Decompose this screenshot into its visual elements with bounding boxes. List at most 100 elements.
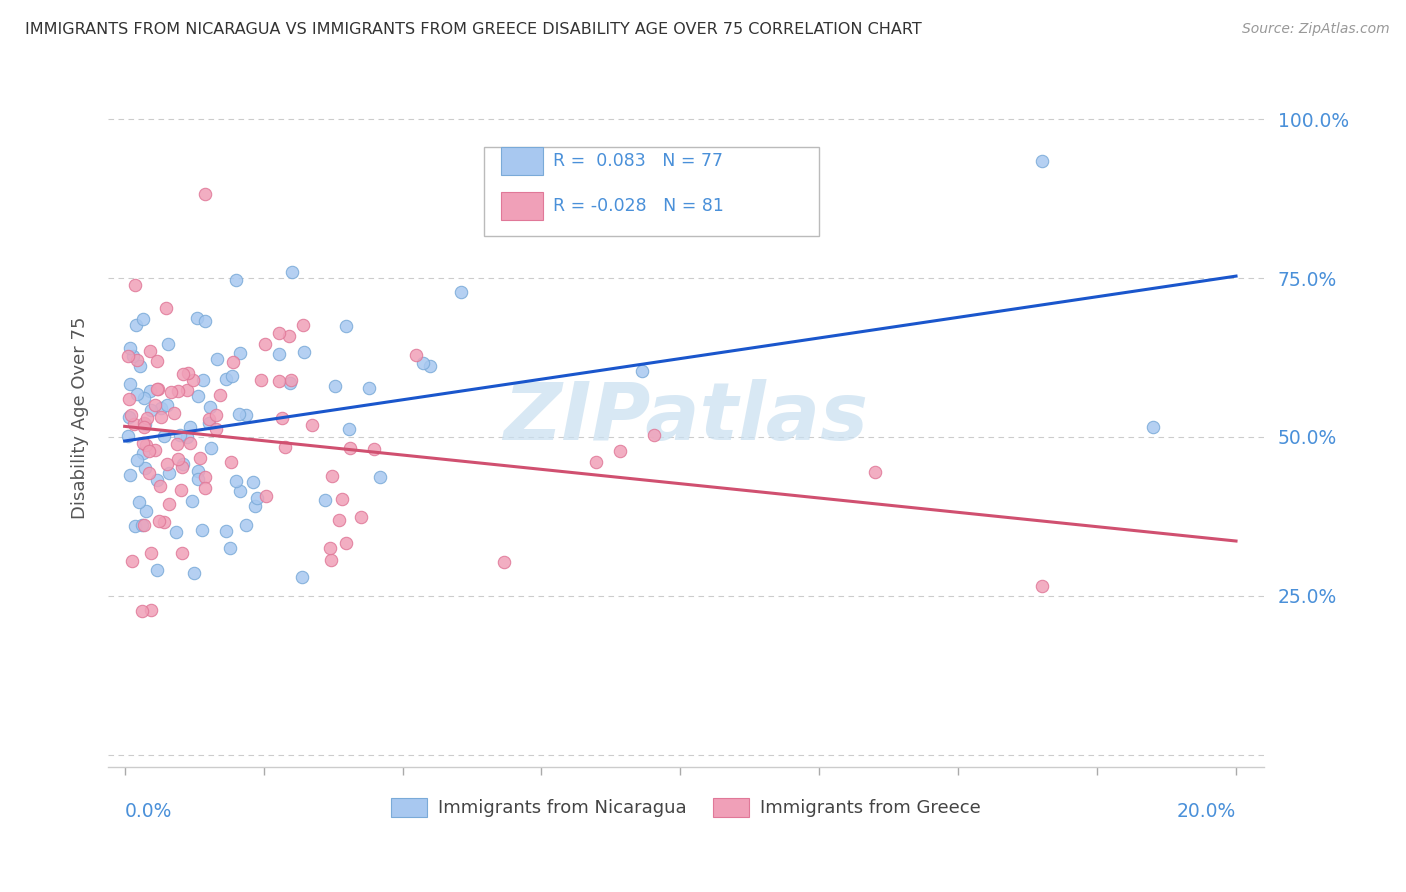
Point	[120, 409, 142, 423]
Text: ZIPatlas: ZIPatlas	[503, 379, 869, 457]
Point	[181, 373, 204, 387]
Point	[146, 473, 169, 487]
Point	[242, 475, 264, 489]
Point	[138, 466, 160, 480]
Point	[198, 412, 221, 426]
Point	[186, 311, 208, 326]
Point	[176, 384, 198, 398]
Point	[135, 438, 157, 452]
Point	[339, 441, 361, 455]
Point	[134, 420, 156, 434]
Point	[235, 517, 257, 532]
Point	[117, 428, 139, 442]
Point	[150, 401, 173, 415]
Point	[134, 417, 156, 431]
Point	[124, 519, 146, 533]
Text: IMMIGRANTS FROM NICARAGUA VS IMMIGRANTS FROM GREECE DISABILITY AGE OVER 75 CORRE: IMMIGRANTS FROM NICARAGUA VS IMMIGRANTS …	[25, 22, 922, 37]
Point	[450, 285, 472, 299]
Point	[267, 374, 290, 388]
Point	[180, 493, 202, 508]
Point	[125, 353, 148, 368]
Point	[187, 388, 209, 402]
Point	[1031, 153, 1053, 168]
Point	[146, 563, 169, 577]
Text: Source: ZipAtlas.com: Source: ZipAtlas.com	[1241, 22, 1389, 37]
Point	[235, 408, 257, 422]
Point	[177, 366, 200, 380]
Point	[155, 301, 177, 316]
Legend: Immigrants from Nicaragua, Immigrants from Greece: Immigrants from Nicaragua, Immigrants fr…	[384, 791, 988, 824]
Point	[225, 474, 247, 488]
Point	[281, 265, 304, 279]
Point	[124, 318, 146, 333]
Point	[273, 441, 295, 455]
Point	[124, 278, 146, 293]
Point	[122, 417, 145, 431]
Point	[132, 518, 155, 533]
Point	[492, 555, 515, 569]
Point	[143, 399, 166, 413]
Point	[162, 406, 184, 420]
Point	[127, 387, 149, 401]
Point	[205, 422, 228, 436]
Point	[229, 346, 252, 360]
Point	[136, 410, 159, 425]
Point	[160, 384, 183, 399]
Point	[228, 407, 250, 421]
Point	[188, 450, 211, 465]
Point	[134, 416, 156, 430]
Point	[194, 470, 217, 484]
Point	[157, 498, 180, 512]
Point	[280, 373, 302, 387]
Point	[215, 372, 238, 386]
Point	[172, 457, 194, 471]
Point	[292, 345, 315, 359]
Point	[359, 381, 381, 395]
Point	[254, 489, 277, 503]
Point	[318, 541, 340, 555]
Point	[323, 379, 346, 393]
Point	[118, 376, 141, 391]
Point	[139, 603, 162, 617]
Text: 0.0%: 0.0%	[125, 802, 172, 822]
Point	[335, 319, 357, 334]
Point	[120, 467, 142, 482]
Point	[270, 411, 292, 425]
Point	[245, 499, 267, 513]
Point	[321, 469, 343, 483]
Point	[335, 536, 357, 550]
Point	[132, 446, 155, 460]
Point	[117, 392, 139, 407]
Text: R =  0.083   N = 77: R = 0.083 N = 77	[553, 152, 723, 169]
Point	[166, 436, 188, 450]
Point	[246, 491, 269, 506]
Point	[149, 479, 172, 493]
Point	[183, 566, 205, 581]
Point	[267, 347, 290, 361]
Point	[172, 368, 194, 382]
Point	[118, 342, 141, 356]
Point	[585, 454, 607, 468]
Point	[131, 517, 153, 532]
Point	[405, 348, 427, 362]
Point	[117, 349, 139, 363]
Point	[179, 436, 201, 450]
Point	[609, 443, 631, 458]
Point	[221, 369, 243, 384]
Point	[156, 457, 179, 471]
Point	[219, 454, 242, 468]
Point	[122, 349, 145, 363]
Point	[157, 337, 180, 351]
Point	[121, 554, 143, 568]
Point	[301, 418, 323, 433]
Point	[156, 399, 179, 413]
FancyBboxPatch shape	[484, 147, 818, 236]
Point	[419, 359, 441, 373]
Point	[330, 491, 353, 506]
Point	[128, 359, 150, 373]
Point	[291, 570, 314, 584]
Point	[179, 420, 201, 434]
Point	[152, 515, 174, 529]
Point	[219, 541, 242, 555]
Point	[131, 312, 153, 326]
